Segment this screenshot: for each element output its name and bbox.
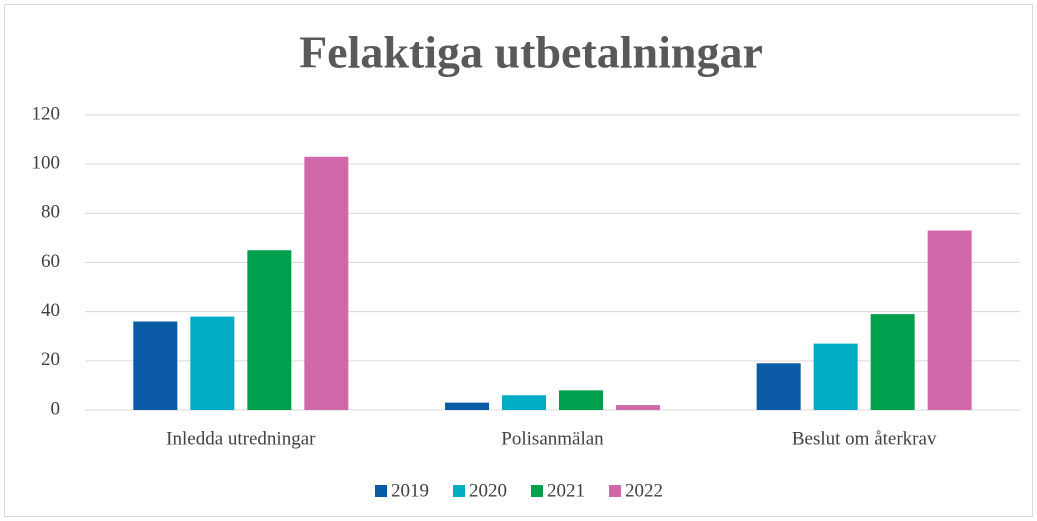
legend-label: 2021 <box>547 480 585 501</box>
bar <box>190 316 235 410</box>
bar <box>445 402 489 410</box>
legend-label: 2022 <box>625 480 663 501</box>
chart-border <box>4 4 1033 517</box>
legend-label: 2019 <box>391 480 429 501</box>
bar <box>870 314 915 410</box>
bar <box>756 363 801 410</box>
bar <box>247 250 292 410</box>
bar <box>616 405 660 410</box>
legend-label: 2020 <box>469 480 507 501</box>
legend-swatch <box>453 485 465 497</box>
y-tick-label: 60 <box>41 251 60 272</box>
y-tick-label: 0 <box>51 398 61 419</box>
bar <box>304 156 349 410</box>
y-tick-label: 40 <box>41 300 60 321</box>
x-tick-label: Polisanmälan <box>501 428 604 449</box>
bar <box>133 321 178 410</box>
bar <box>502 395 546 410</box>
legend-swatch <box>531 485 543 497</box>
y-tick-label: 80 <box>41 202 60 223</box>
y-tick-label: 120 <box>32 103 61 124</box>
bar <box>927 230 972 410</box>
x-tick-label: Beslut om återkrav <box>792 428 937 449</box>
bar <box>813 343 858 410</box>
legend-swatch <box>609 485 621 497</box>
x-tick-label: Inledda utredningar <box>166 428 316 449</box>
chart-title: Felaktiga utbetalningar <box>299 27 763 78</box>
legend-swatch <box>375 485 387 497</box>
y-tick-label: 20 <box>41 349 60 370</box>
y-tick-label: 100 <box>32 153 61 174</box>
bar <box>559 390 603 410</box>
